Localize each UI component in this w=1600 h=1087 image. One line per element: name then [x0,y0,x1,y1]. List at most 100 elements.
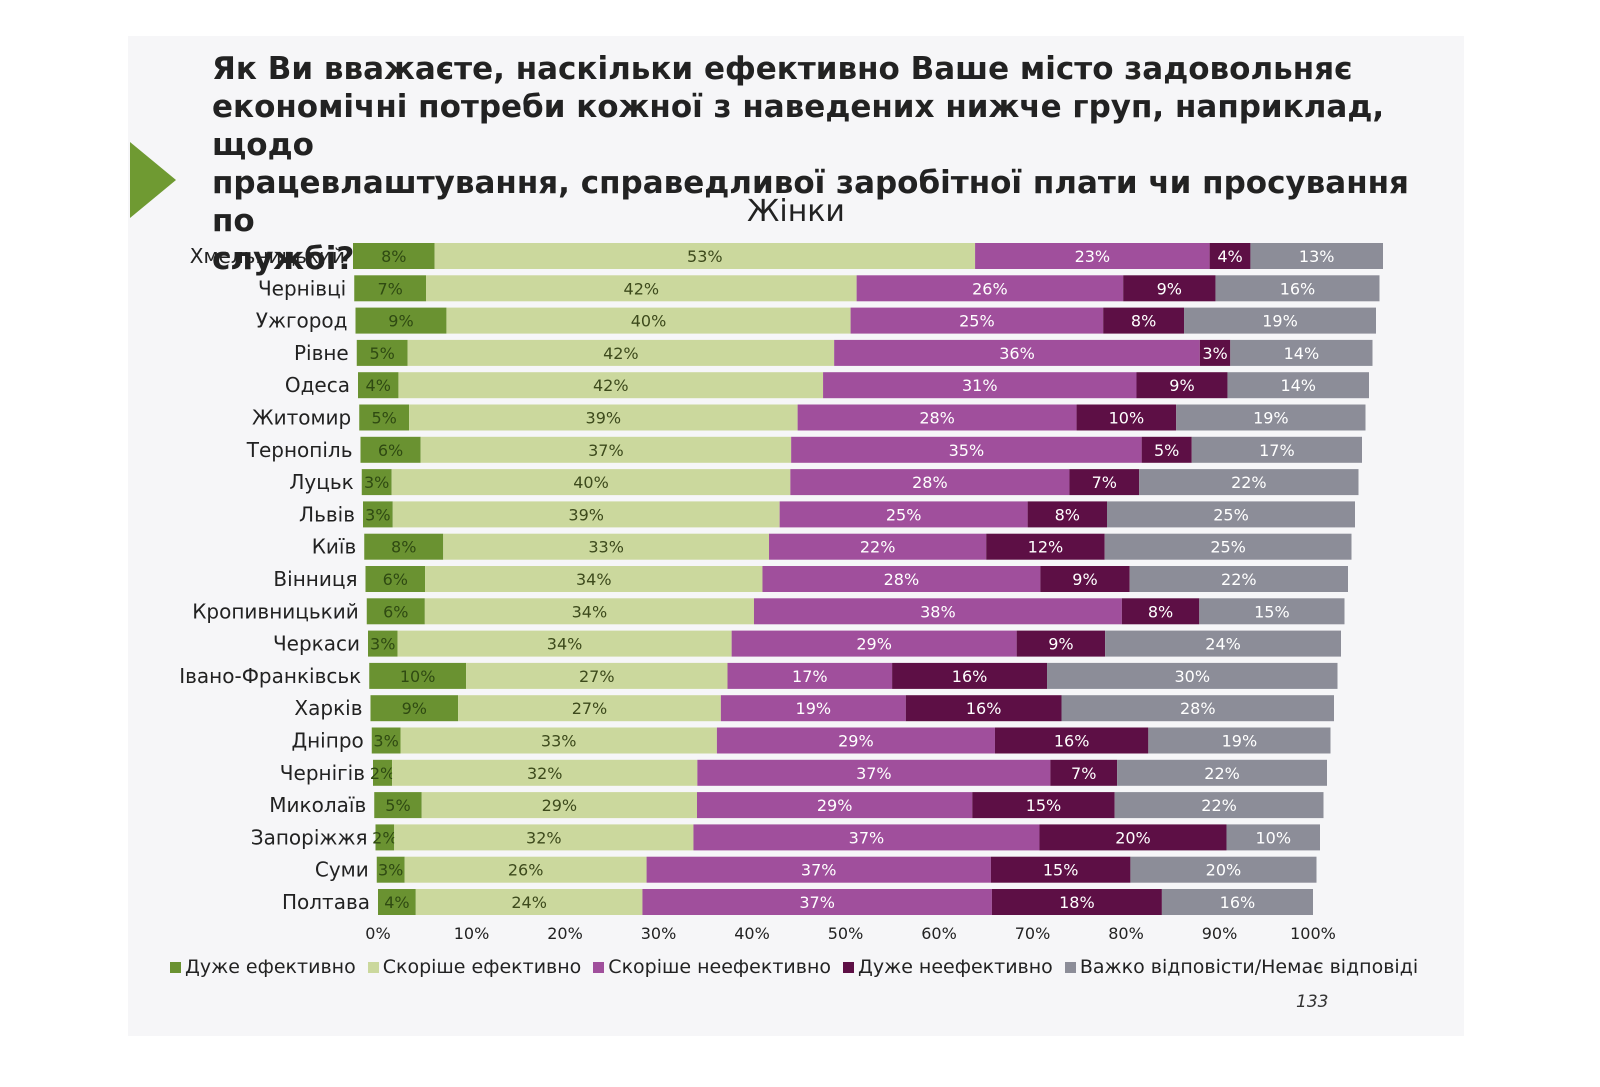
data-label: 37% [588,441,624,460]
category-label: Миколаїв [269,793,366,817]
bar-segment [421,792,697,819]
data-label: 8% [391,538,416,557]
data-label: 30% [1174,667,1210,686]
bar-segment [797,404,1077,431]
bar-segment [425,566,763,592]
bar-segment [424,598,754,625]
bar-segment [392,759,698,786]
bar-segment [1161,889,1313,915]
chart-title: Жінки [747,194,845,229]
data-label: 25% [959,312,995,331]
data-label: 5% [371,409,396,428]
data-label: 29% [542,796,578,815]
bar-segment [892,662,1048,689]
bar-segment [355,307,447,334]
bar-segment [1176,404,1366,431]
category-label: Харків [294,696,362,720]
bar-segment [1103,307,1185,334]
bar-segment [359,404,410,431]
legend-swatch [1064,961,1076,973]
category-label: Житомир [252,406,351,430]
data-label: 14% [1284,344,1320,363]
data-label: 5% [385,796,410,815]
bar-segment [371,727,401,754]
data-label: 7% [377,279,402,298]
bar-segment [1230,339,1373,366]
bar-segment [360,436,421,463]
x-tick-label: 40% [734,924,770,943]
bar-segment [426,275,857,302]
bar-segment [1148,727,1331,754]
x-tick-label: 30% [641,924,677,943]
data-label: 42% [624,279,660,298]
data-label: 26% [972,279,1008,298]
data-label: 34% [576,570,612,589]
bar-segment [769,533,987,560]
bar-segment [443,533,770,560]
bar-segment [994,727,1149,754]
bar-segment [1061,695,1334,722]
data-label: 23% [1075,247,1111,266]
bar-segment [1047,662,1338,689]
chart-legend: Дуже ефективно Скоріше ефективно Скоріше н… [170,956,1418,978]
x-tick-label: 0% [365,924,390,943]
data-label: 25% [1213,505,1249,524]
bar-segment [1209,243,1251,269]
bar-segment [823,372,1137,399]
data-label: 9% [1157,279,1182,298]
legend-item: Скоріше ефективно [367,956,581,978]
category-label: Рівне [294,341,349,365]
bar-segment [1123,275,1216,302]
legend-swatch [367,961,379,973]
data-label: 42% [593,376,629,395]
data-label: 8% [1131,312,1156,331]
legend-swatch [593,961,605,973]
category-label: Запоріжжя [251,825,368,849]
data-label: 19% [1262,312,1298,331]
bar-segment [1191,436,1362,463]
data-label: 2% [370,764,395,783]
bar-segment [392,501,780,528]
data-label: 9% [388,312,413,331]
bar-segment [368,630,398,657]
legend-swatch [170,961,181,973]
bar-segment [727,662,893,689]
document-page: Як Ви вважаєте, наскільки ефективно Ваше… [128,36,1464,1036]
data-label: 26% [508,861,544,880]
x-tick-label: 100% [1290,924,1336,943]
x-tick-label: 90% [1202,924,1238,943]
bar-segment [1117,759,1327,786]
data-label: 9% [1048,635,1073,654]
bar-segment [1114,792,1324,819]
data-label: 2% [372,828,397,847]
bar-segment [990,856,1131,883]
data-label: 15% [1043,861,1079,880]
bar-segment [1136,372,1228,399]
data-label: 10% [1255,828,1291,847]
bar-segment [1121,598,1200,625]
bar-segment [986,533,1105,560]
data-label: 22% [860,538,896,557]
category-label: Кропивницький [192,599,359,623]
bar-segment [716,727,995,754]
bar-segment [1130,856,1317,883]
bar-segment [790,469,1070,496]
bar-segment [834,339,1200,366]
data-label: 3% [365,505,390,524]
bar-segment [1105,630,1341,657]
bar-segment [642,889,992,915]
bar-segment [856,275,1124,302]
legend-item: Дуже ефективно [170,956,356,978]
bar-segment [1069,469,1140,496]
data-label: 39% [586,409,622,428]
data-label: 22% [1204,764,1240,783]
bar-segment [720,695,906,722]
bar-segment [1104,533,1352,560]
bar-segment [693,824,1040,851]
data-label: 35% [949,441,985,460]
bar-segment [975,243,1210,269]
data-label: 20% [1115,828,1151,847]
bar-segment [1129,566,1348,592]
category-label: Хмельницький [190,244,345,268]
data-label: 36% [999,344,1035,363]
